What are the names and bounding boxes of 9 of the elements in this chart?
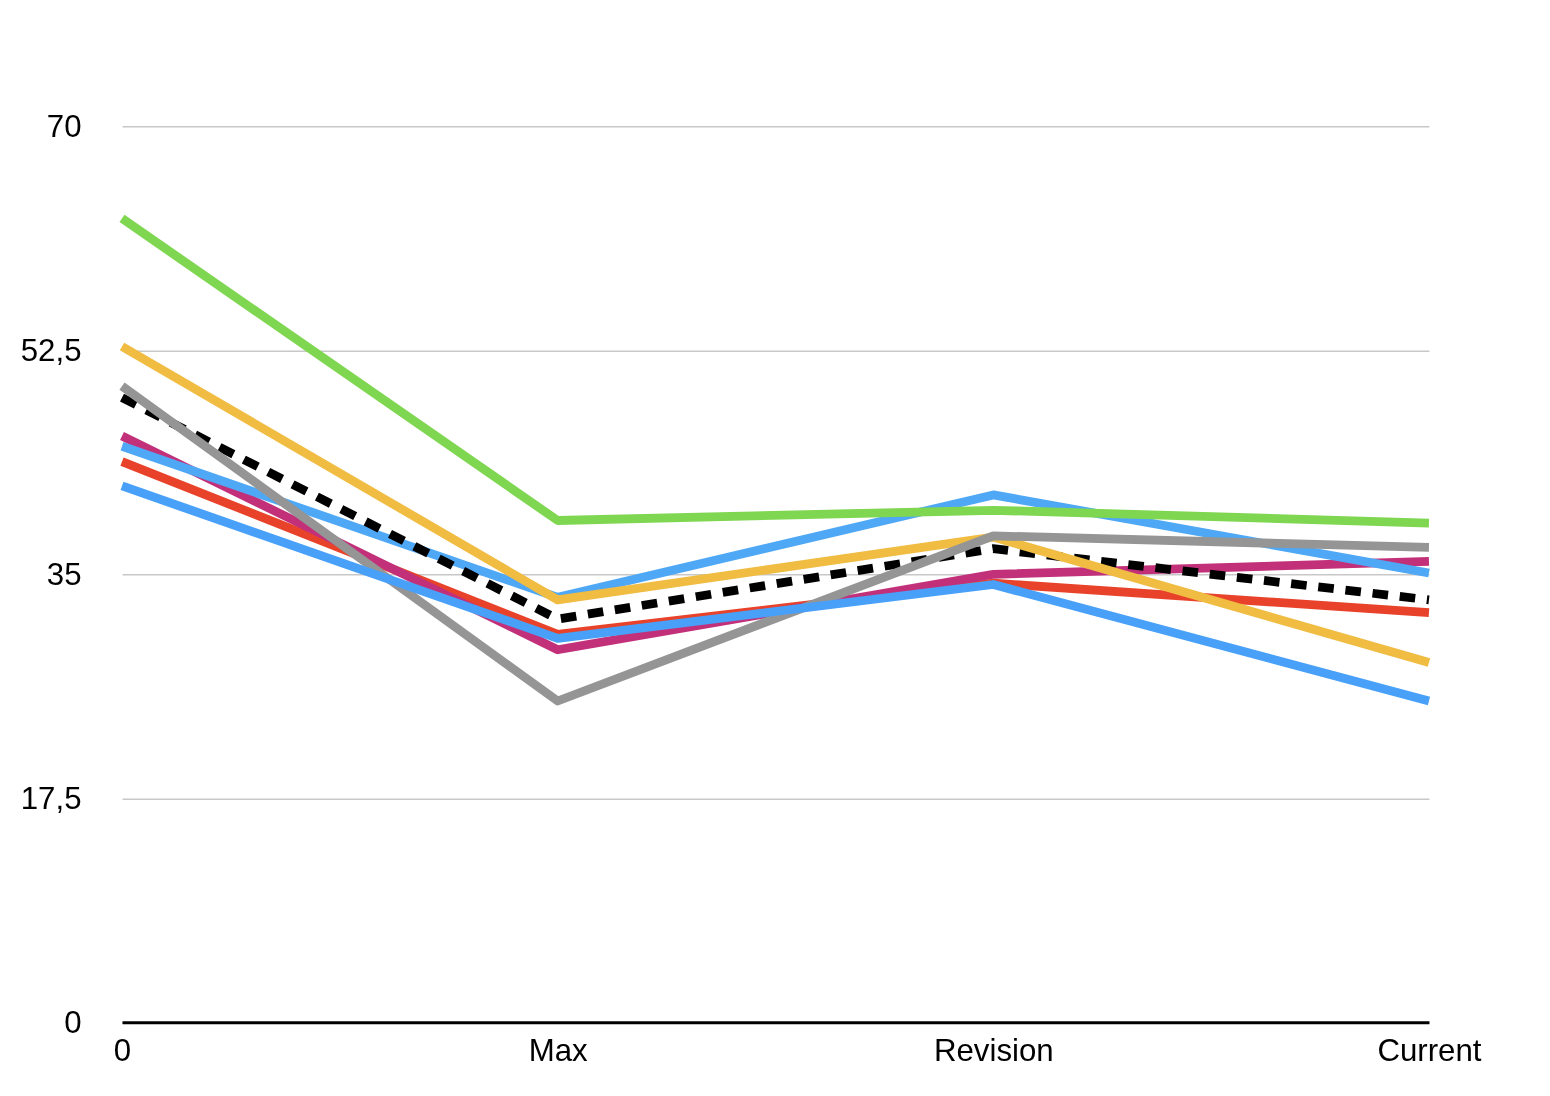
x-tick-label: Max	[528, 1032, 589, 1068]
y-tick-label: 70	[46, 108, 82, 144]
x-tick-label: 0	[113, 1032, 132, 1068]
x-tick-label: Current	[1377, 1032, 1482, 1068]
y-tick-label: 0	[64, 1004, 82, 1040]
y-tick-label: 17,5	[20, 780, 82, 816]
y-tick-label: 52,5	[20, 332, 82, 368]
y-tick-label: 35	[46, 556, 82, 592]
x-tick-label: Revision	[933, 1032, 1054, 1068]
